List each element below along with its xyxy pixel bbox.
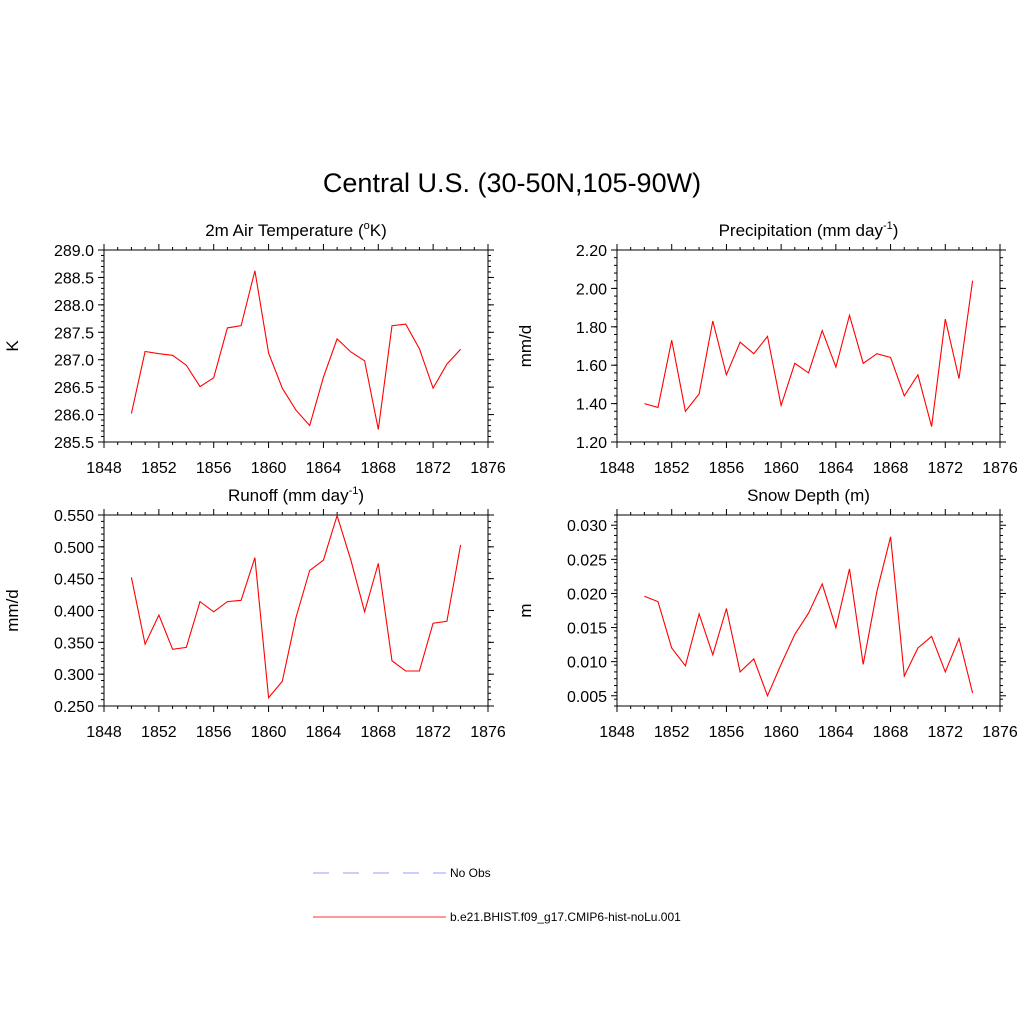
- x-tick-label: 1856: [709, 460, 745, 477]
- x-tick-label: 1876: [982, 460, 1018, 477]
- y-tick-label: 0.015: [567, 621, 607, 638]
- x-tick-label: 1876: [470, 724, 506, 741]
- plot-frame: [103, 249, 489, 443]
- y-tick-label: 2.20: [576, 243, 607, 260]
- y-tick-label: 0.030: [567, 518, 607, 535]
- y-tick-label: 288.5: [54, 270, 94, 287]
- chart-panel-3: 1848 1852 1856 1860 1864 1868 1872 1876 0.250 0.3…: [3, 485, 506, 741]
- x-tick-label: 1864: [306, 460, 342, 477]
- y-axis-label: m: [516, 603, 535, 617]
- y-tick-label: 0.025: [567, 552, 607, 569]
- chart-panel-2: 1848 1852 1856 1860 1864 1868 1872 1876 1.20 1.40…: [516, 220, 1018, 477]
- plot-frame: [103, 514, 489, 707]
- chart-panel-4: 1848 1852 1856 1860 1864 1868 1872 1876 0.005 0.0…: [516, 486, 1018, 741]
- x-tick-label: 1864: [306, 724, 342, 741]
- x-tick-label: 1852: [141, 460, 177, 477]
- panel-title: Snow Depth (m): [747, 486, 870, 505]
- series-line: [130, 270, 462, 430]
- plot-frame: [616, 514, 1001, 707]
- y-tick-label: 0.500: [54, 540, 94, 557]
- panel-title: Runoff (mm day-1): [228, 485, 364, 505]
- x-tick-label: 1856: [196, 724, 232, 741]
- x-tick-label: 1868: [360, 724, 396, 741]
- y-tick-label: 0.010: [567, 655, 607, 672]
- series-line: [644, 536, 974, 698]
- y-tick-label: 0.350: [54, 635, 94, 652]
- x-tick-label: 1848: [599, 724, 635, 741]
- y-tick-label: 287.0: [54, 353, 94, 370]
- y-tick-label: 285.5: [54, 435, 94, 452]
- x-tick-label: 1860: [251, 724, 287, 741]
- y-axis-label: K: [3, 340, 22, 352]
- x-tick-label: 1860: [251, 460, 287, 477]
- y-tick-label: 0.020: [567, 586, 607, 603]
- x-tick-label: 1868: [873, 460, 909, 477]
- y-tick-label: 0.250: [54, 699, 94, 716]
- x-tick-label: 1864: [818, 724, 854, 741]
- legend: No Obs b.e21.BHIST.f09_g17.CMIP6-hist-no…: [313, 866, 681, 924]
- x-tick-label: 1876: [982, 724, 1018, 741]
- y-tick-label: 1.20: [576, 435, 607, 452]
- y-tick-label: 286.0: [54, 408, 94, 425]
- x-tick-label: 1848: [86, 460, 122, 477]
- y-tick-label: 1.60: [576, 358, 607, 375]
- x-tick-label: 1864: [818, 460, 854, 477]
- panel-title: Precipitation (mm day-1): [719, 220, 899, 240]
- y-tick-label: 0.550: [54, 508, 94, 525]
- main-title: Central U.S. (30-50N,105-90W): [322, 168, 702, 198]
- legend-label-model: b.e21.BHIST.f09_g17.CMIP6-hist-noLu.001: [450, 910, 681, 924]
- y-tick-label: 2.00: [576, 281, 607, 298]
- series-line: [130, 513, 462, 700]
- x-tick-label: 1872: [415, 724, 451, 741]
- y-tick-label: 0.300: [54, 667, 94, 684]
- y-axis-label: mm/d: [516, 325, 535, 368]
- x-tick-label: 1860: [763, 724, 799, 741]
- x-tick-label: 1852: [654, 460, 690, 477]
- x-tick-label: 1852: [654, 724, 690, 741]
- y-tick-label: 286.5: [54, 380, 94, 397]
- x-tick-label: 1872: [927, 724, 963, 741]
- x-tick-label: 1868: [360, 460, 396, 477]
- y-tick-label: 1.40: [576, 397, 607, 414]
- x-tick-label: 1876: [470, 460, 506, 477]
- y-tick-label: 1.80: [576, 320, 607, 337]
- x-tick-label: 1872: [927, 460, 963, 477]
- x-tick-label: 1872: [415, 460, 451, 477]
- y-tick-label: 288.0: [54, 298, 94, 315]
- x-tick-label: 1860: [763, 460, 799, 477]
- y-tick-label: 0.400: [54, 604, 94, 621]
- series-line: [644, 280, 974, 427]
- y-tick-label: 0.450: [54, 572, 94, 589]
- x-tick-label: 1868: [873, 724, 909, 741]
- x-tick-label: 1856: [709, 724, 745, 741]
- y-tick-label: 289.0: [54, 243, 94, 260]
- y-tick-label: 0.005: [567, 689, 607, 706]
- plot-frame: [616, 249, 1001, 443]
- x-tick-label: 1852: [141, 724, 177, 741]
- panel-title: 2m Air Temperature (oK): [205, 220, 387, 240]
- x-tick-label: 1856: [196, 460, 232, 477]
- y-axis-label: mm/d: [3, 589, 22, 632]
- y-tick-label: 287.5: [54, 325, 94, 342]
- legend-label-no-obs: No Obs: [450, 866, 491, 880]
- x-tick-label: 1848: [599, 460, 635, 477]
- x-tick-label: 1848: [86, 724, 122, 741]
- chart-panel-1: 1848 1852 1856 1860 1864 1868 1872 1876 285.5 286…: [3, 220, 506, 477]
